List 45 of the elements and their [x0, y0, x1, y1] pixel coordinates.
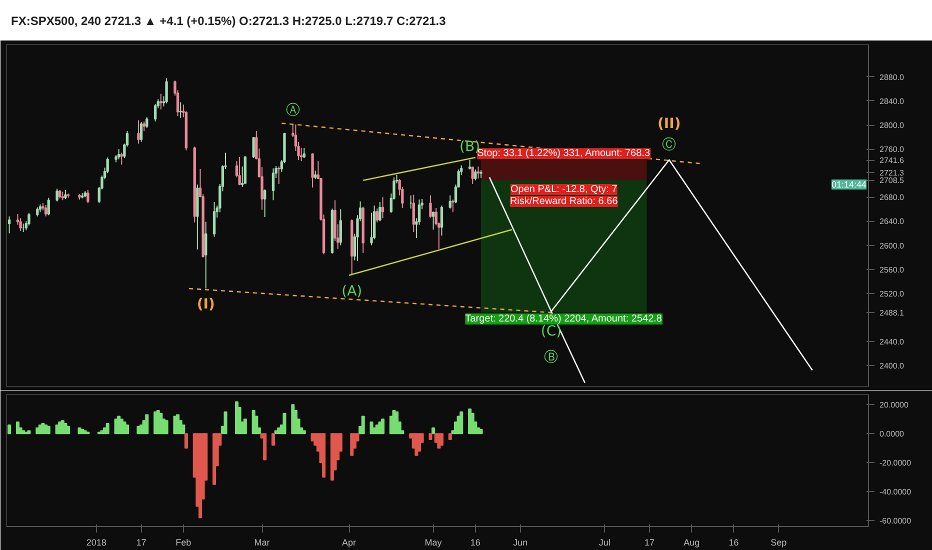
annotation: Ⓒ: [662, 136, 676, 153]
y-tick-label: 2800.0: [880, 121, 905, 130]
annotation: (I): [196, 296, 215, 313]
x-tick-label: 2018: [86, 538, 106, 548]
annotation: (A): [342, 283, 362, 300]
y-tick-label: 2760.0: [880, 145, 905, 154]
annotation: Ⓑ: [544, 349, 558, 366]
x-tick-label: 16: [470, 538, 480, 548]
y-tick-label: 2741.6: [880, 156, 905, 166]
x-tick-label: May: [424, 538, 442, 548]
annotation: (C): [540, 323, 562, 340]
x-tick-label: Mar: [254, 538, 270, 548]
y-tick-label: 2680.0: [880, 193, 905, 202]
x-tick-label: Apr: [342, 538, 356, 548]
x-tick-label: 16: [728, 538, 739, 548]
y-tick-label: 2708.5: [880, 176, 905, 186]
annotation: Ⓐ: [286, 102, 300, 118]
y-tick-label: -60.0000: [880, 516, 912, 526]
x-tick-label: Feb: [176, 538, 192, 548]
annotation: (II): [658, 116, 681, 132]
band-label: Target: 220.4 (8.14%) 2204, Amount: 2542.8: [465, 314, 662, 325]
y-tick-label: -40.0000: [880, 488, 912, 497]
y-tick-label: 2721.3: [880, 168, 905, 178]
y-tick-label: 0.0000: [880, 430, 905, 439]
x-tick-label: 17: [136, 538, 146, 548]
y-tick-label: 20.0000: [880, 400, 909, 410]
y-tick-label: 2880.0: [880, 72, 905, 82]
y-tick-label: 2840.0: [880, 97, 905, 106]
y-tick-label: -20.0000: [880, 458, 912, 468]
y-tick-label: 2440.0: [880, 337, 905, 346]
x-tick-label: Aug: [684, 538, 700, 548]
x-tick-label: Jul: [598, 538, 610, 548]
annotation: Risk/Reward Ratio: 6.66: [510, 196, 618, 208]
x-tick-label: Sep: [770, 538, 787, 548]
annotation: 01:14:44: [831, 180, 867, 190]
annotation: Open P&L: -12.8, Qty: 7: [510, 184, 618, 196]
y-tick-label: 2488.1: [880, 308, 905, 318]
y-tick-label: 2520.0: [880, 289, 905, 298]
x-tick-label: 17: [644, 538, 654, 548]
chart-title: FX:SPX500, 240 2721.3 ▲ +4.1 (+0.15%) O:2721.3 H:2725.0 L:2719.7 C:2721.3: [11, 13, 446, 30]
y-tick-label: 2560.0: [880, 265, 905, 274]
y-tick-label: 2600.0: [880, 241, 905, 250]
x-tick-label: Jun: [513, 538, 528, 548]
y-tick-label: 2640.0: [880, 217, 905, 226]
y-tick-label: 2400.0: [880, 361, 905, 370]
